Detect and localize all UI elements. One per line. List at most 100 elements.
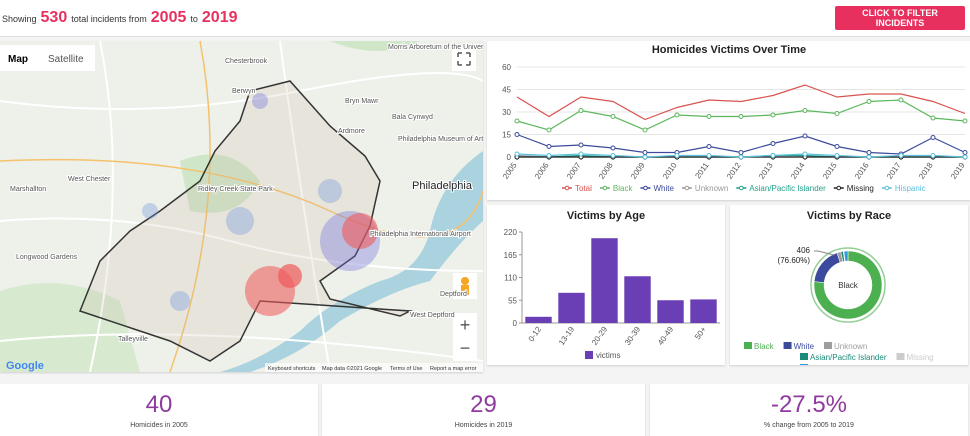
park xyxy=(330,41,420,51)
map-panel: + − Map Satellite Chesterbrook Berwyn Bryn M… xyxy=(0,40,495,373)
point xyxy=(674,153,680,158)
map-type-button[interactable]: Satellite xyxy=(48,54,84,65)
header: Showing 530 total incidents from 2005 to… xyxy=(0,0,970,37)
point xyxy=(738,114,744,119)
x-tick-label: 0-12 xyxy=(527,325,544,344)
legend-dot xyxy=(884,185,890,191)
center-label: Black xyxy=(838,281,859,290)
place-label: Bala Cynwyd xyxy=(392,114,433,121)
x-tick-label: 2019 xyxy=(949,161,967,181)
google-logo: Google xyxy=(6,360,44,372)
map-type-button[interactable]: Map xyxy=(8,54,28,65)
map-footer-text: Terms of Use xyxy=(390,366,422,372)
end-year: 2019 xyxy=(201,9,238,26)
y-tick-label: 60 xyxy=(502,63,511,72)
place-label: Philadelphia xyxy=(412,180,473,192)
point xyxy=(706,144,712,149)
pie-slice xyxy=(813,250,883,320)
highways xyxy=(0,40,484,373)
legend-swatch xyxy=(824,342,833,349)
zoom-out[interactable]: − xyxy=(460,338,471,358)
kpi-label: Homicides in 2019 xyxy=(454,422,513,429)
point xyxy=(514,151,520,157)
x-tick-label: 2016 xyxy=(853,161,871,181)
place-label: Berwyn xyxy=(232,88,255,95)
x-tick-label: 40-49 xyxy=(656,325,675,347)
line-panel: Homicides Victims Over Time 0 15 30 45 60 2005… xyxy=(487,41,970,200)
legend-dot xyxy=(643,185,648,191)
legend-swatch xyxy=(783,342,792,349)
point xyxy=(642,154,648,160)
point xyxy=(546,144,552,149)
x-tick-label: 2007 xyxy=(565,161,583,181)
point xyxy=(898,97,904,103)
legend-dot xyxy=(684,185,690,191)
point xyxy=(962,154,968,160)
point xyxy=(546,153,552,158)
point xyxy=(802,133,808,139)
point xyxy=(514,132,520,137)
x-tick-label: 30-39 xyxy=(623,325,642,347)
callout-value: 406 xyxy=(797,246,811,255)
point xyxy=(802,151,808,157)
point xyxy=(610,114,616,119)
callout-line xyxy=(814,250,835,256)
pie-slice xyxy=(813,252,841,283)
summary: Showing 530 total incidents from 2005 to… xyxy=(0,9,237,27)
legend-label: Asian/Pacific Islander xyxy=(810,353,887,362)
bar xyxy=(525,316,552,323)
legend-label: Hispanic xyxy=(895,184,926,193)
point xyxy=(834,153,840,158)
legend-label: Unknown xyxy=(834,342,867,351)
legend-label: victims xyxy=(596,351,620,360)
x-tick-label: 2012 xyxy=(725,161,743,181)
zoom-in[interactable]: + xyxy=(460,315,471,335)
point xyxy=(546,127,552,133)
point xyxy=(802,108,808,113)
x-tick-label: 13-19 xyxy=(557,325,576,347)
y-tick-label: 165 xyxy=(504,251,518,260)
text: total incidents from xyxy=(71,14,147,24)
place-label: Marshallton xyxy=(10,186,46,193)
legend-label: Black xyxy=(754,342,775,351)
x-tick-label: 2010 xyxy=(661,161,679,181)
bar xyxy=(624,276,651,323)
kpi-value: 29 xyxy=(470,391,497,418)
legend-label: White xyxy=(794,342,815,351)
x-tick-label: 20-29 xyxy=(590,325,609,347)
fullscreen-button[interactable] xyxy=(452,47,476,71)
pegman-icon xyxy=(461,277,469,285)
bar-chart: Victims by Age 0 55 110 165 220 0-12 13-19 20-29… xyxy=(504,210,720,360)
y-tick-label: 0 xyxy=(513,319,518,328)
place-label: Morris Arboretum of the University xyxy=(388,44,483,51)
legend-label: Unknown xyxy=(695,184,728,193)
callout-percent: (76.60%) xyxy=(778,256,811,265)
park xyxy=(0,283,140,372)
point xyxy=(770,141,776,146)
text: Showing xyxy=(2,14,37,24)
kpi-card: 29 Homicides in 2019 xyxy=(322,384,645,436)
y-tick-label: 30 xyxy=(502,108,511,117)
legend-dot xyxy=(602,185,608,191)
filter-button[interactable]: CLICK TO FILTER INCIDENTS xyxy=(835,6,965,30)
map[interactable]: + − Map Satellite Chesterbrook Berwyn Bryn M… xyxy=(0,40,495,373)
text: to xyxy=(190,14,198,24)
point xyxy=(642,150,648,155)
place-label: Deptford xyxy=(440,291,467,298)
map-footer-text: Keyboard shortcuts xyxy=(268,366,316,372)
point xyxy=(578,108,584,113)
legend-swatch xyxy=(744,342,752,349)
point xyxy=(770,112,776,118)
point xyxy=(738,150,744,155)
map-type-control xyxy=(0,45,95,71)
bar xyxy=(690,299,717,323)
point xyxy=(642,127,648,133)
x-tick-label: 2006 xyxy=(533,161,551,181)
place-label: Ardmore xyxy=(338,128,365,135)
point xyxy=(866,150,872,155)
heatmap xyxy=(142,93,380,316)
point xyxy=(578,142,584,148)
point xyxy=(770,153,776,158)
x-tick-label: 2018 xyxy=(917,161,935,181)
